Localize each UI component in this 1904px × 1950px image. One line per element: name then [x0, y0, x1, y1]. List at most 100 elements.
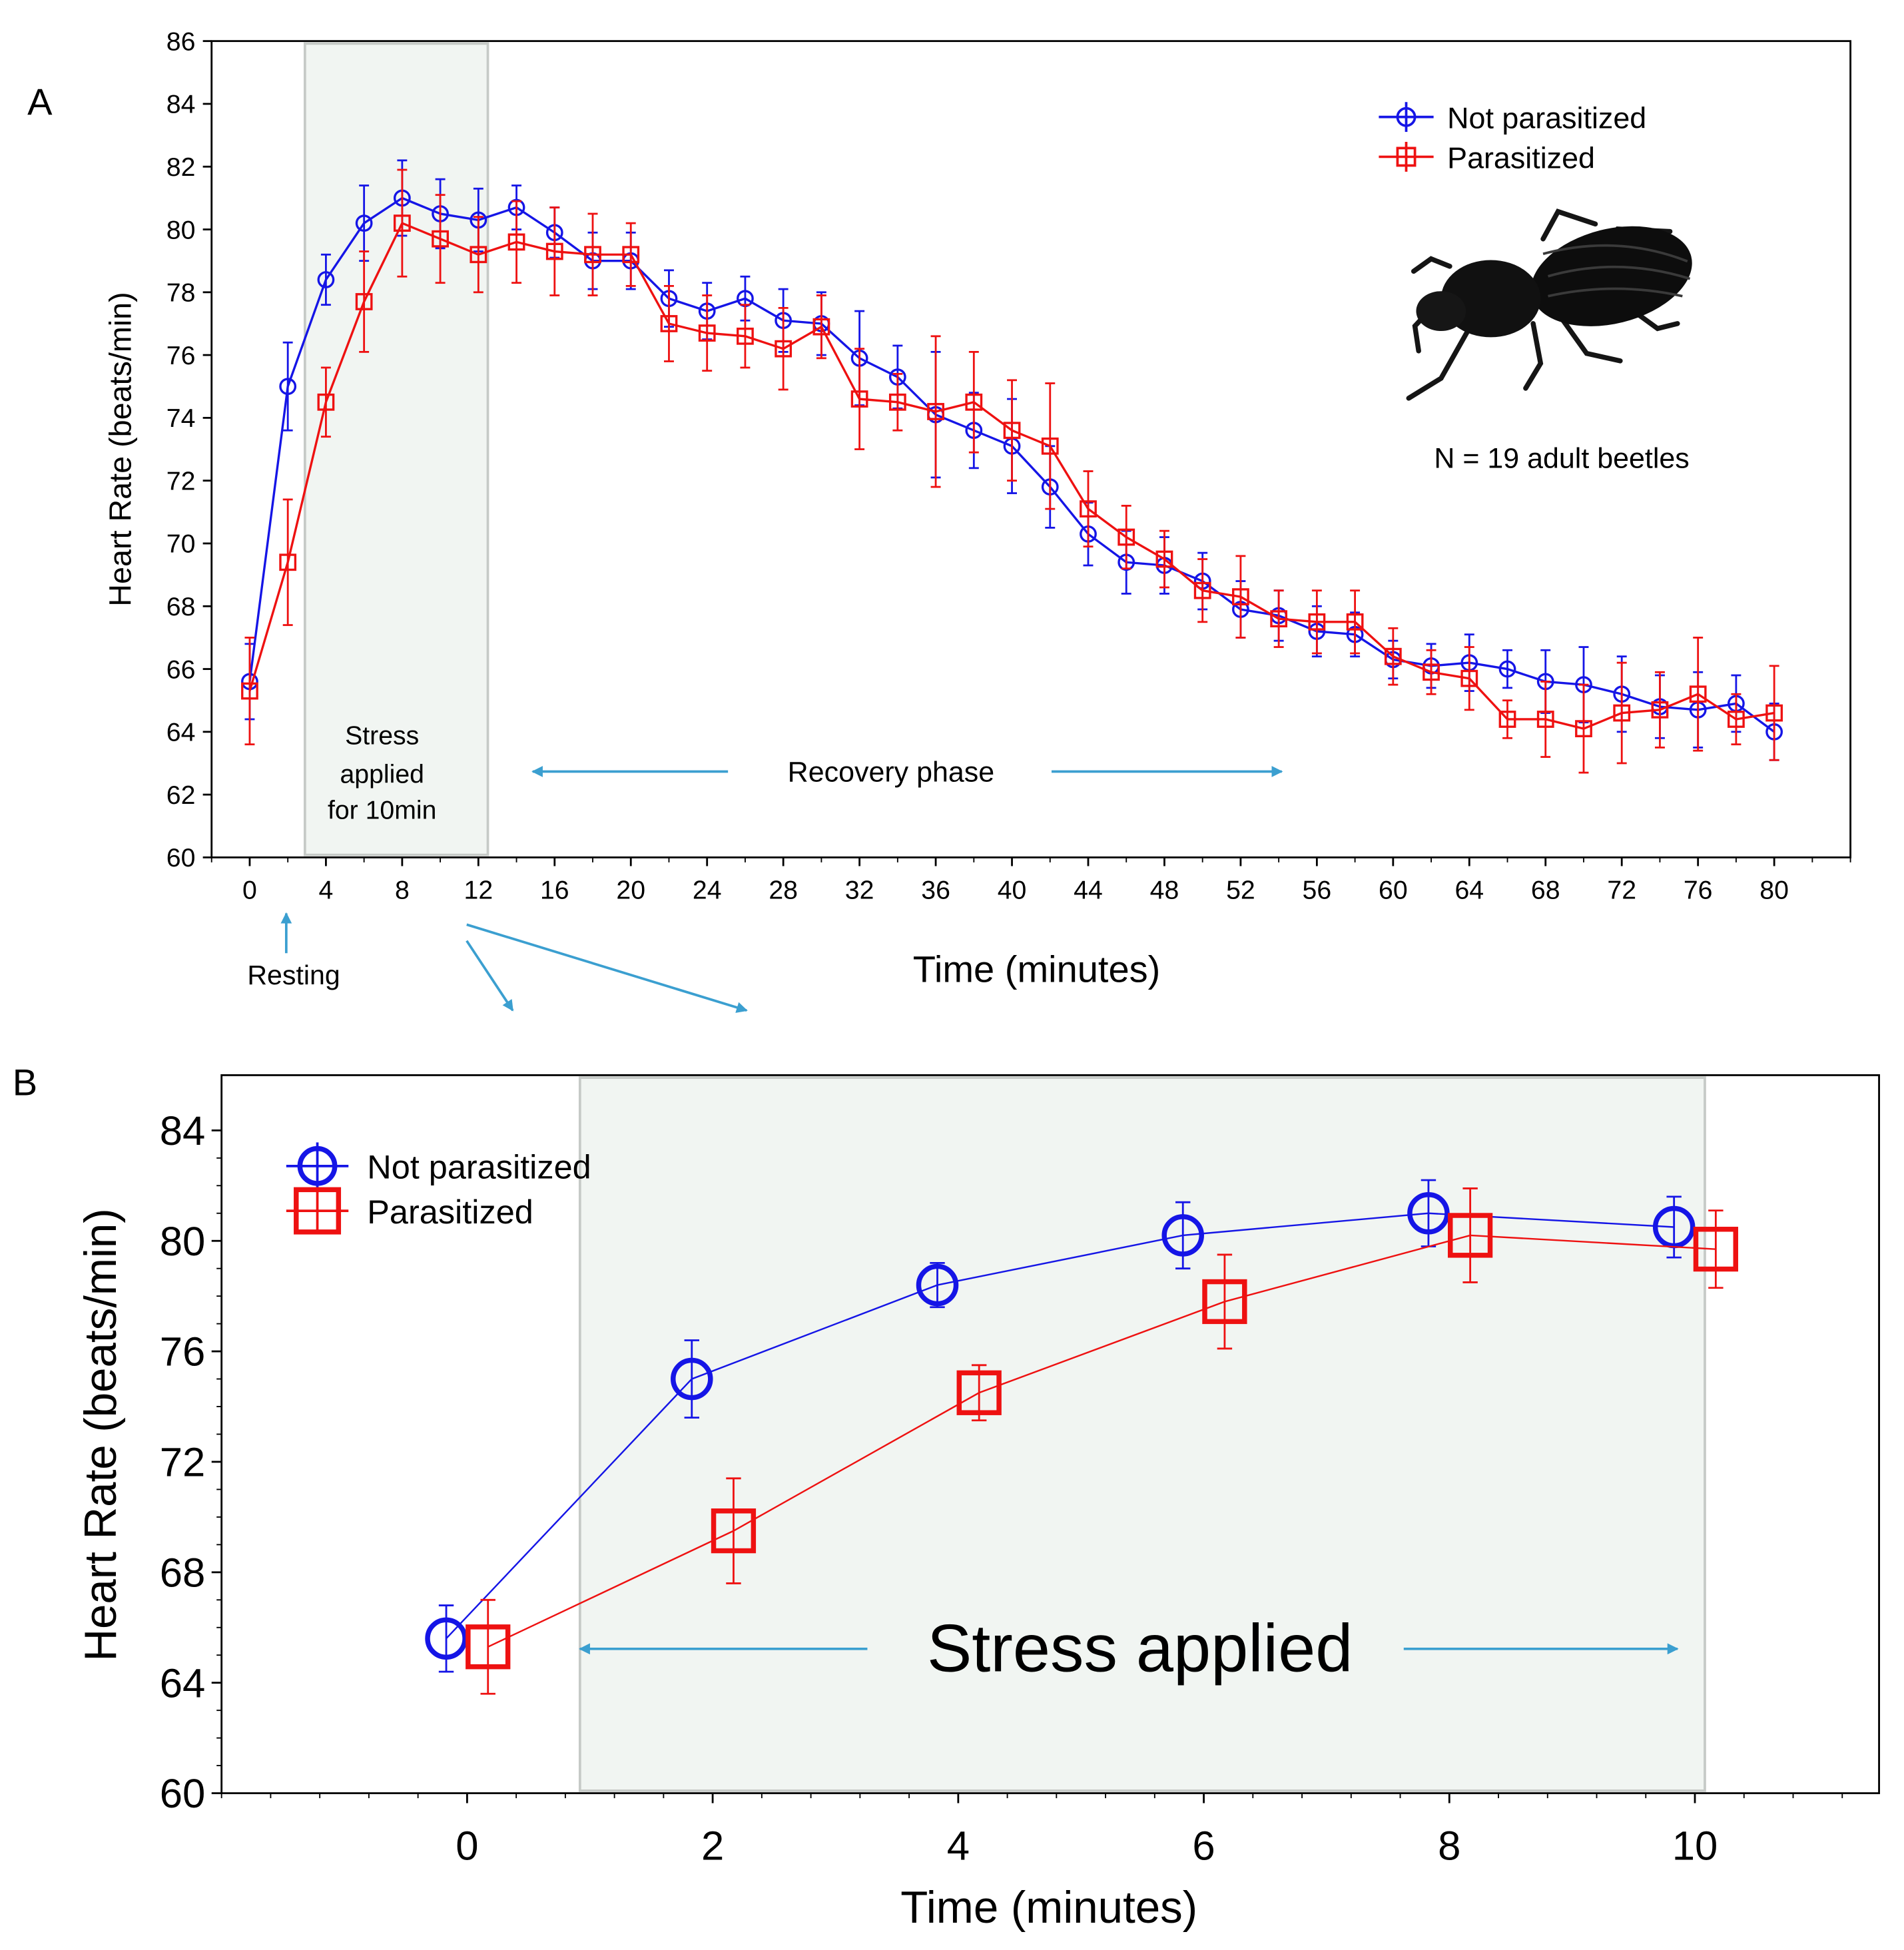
y-tick-label: 64	[160, 1660, 206, 1706]
x-tick-label: 56	[1303, 876, 1332, 905]
parasitized-point	[622, 246, 640, 264]
parasitized-point	[1117, 528, 1135, 546]
x-tick-label: 0	[242, 876, 257, 905]
panel-a-x-label: Time (minutes)	[913, 948, 1161, 990]
y-tick-label: 82	[166, 153, 196, 182]
panel-a-y-axis: 60 62 64 66 68 70 72 74 76 78 80 82 84 86	[166, 27, 212, 872]
y-tick-label: 66	[166, 655, 196, 684]
parasitized-point	[470, 246, 487, 264]
parasitized-point	[466, 1624, 511, 1670]
x-tick-label: 48	[1150, 876, 1179, 905]
beetle-illustration	[1406, 208, 1692, 401]
x-tick-label: 64	[1454, 876, 1484, 905]
parasitized-point	[660, 315, 678, 332]
panel-a-y-label: Heart Rate (beats/min)	[103, 292, 137, 606]
legend-a-square-marker	[1396, 147, 1417, 167]
parasitized-point	[1693, 1227, 1738, 1272]
parasitized-point	[584, 246, 601, 264]
panel-b-legend: Not parasitized Parasitized	[286, 1142, 591, 1235]
panel-b-stress-shade	[578, 1076, 1706, 1792]
panel-a-stress-line-1: Stress	[345, 721, 419, 750]
parasitized-point	[355, 293, 373, 310]
panel-b-x-axis: 0 2 4 6 8 10	[220, 1793, 1843, 1869]
zoom-arrow-left	[466, 940, 514, 1012]
parasitized-point	[1689, 685, 1707, 703]
not-parasitized-point	[916, 1263, 959, 1307]
y-tick-label: 74	[166, 404, 196, 433]
parasitized-point	[1202, 1279, 1247, 1325]
parasitized-point	[1536, 711, 1554, 728]
y-tick-label: 68	[166, 592, 196, 621]
parasitized-point	[965, 393, 983, 411]
not-parasitized-point	[425, 1617, 468, 1660]
y-tick-label: 76	[166, 341, 196, 370]
parasitized-point	[737, 327, 754, 345]
parasitized-point	[1384, 647, 1402, 665]
y-tick-label: 60	[160, 1771, 206, 1817]
parasitized-point	[241, 682, 258, 700]
y-tick-label: 76	[160, 1329, 206, 1375]
panel-a-legend: Not parasitized Parasitized	[1379, 101, 1646, 174]
x-tick-label: 72	[1607, 876, 1636, 905]
y-tick-label: 72	[166, 466, 196, 495]
y-tick-label: 64	[166, 718, 196, 747]
x-tick-label: 24	[693, 876, 722, 905]
parasitized-point	[1232, 588, 1249, 606]
legend-b-circle-marker	[297, 1145, 338, 1186]
legend-b-parasitized-label: Parasitized	[367, 1193, 533, 1231]
not-parasitized-point	[279, 378, 297, 396]
sample-size-label: N = 19 adult beetles	[1434, 443, 1689, 475]
panel-b-y-axis: 60 64 68 72 76 80 84	[160, 1108, 222, 1817]
panel-a-label: A	[27, 81, 53, 123]
parasitized-point	[393, 214, 411, 232]
panel-a-stress-shade	[303, 42, 489, 856]
y-tick-label: 78	[166, 278, 196, 308]
panel-a-plot-area	[241, 159, 1783, 774]
parasitized-point	[1270, 610, 1288, 628]
resting-label: Resting	[247, 960, 340, 990]
parasitized-point	[1613, 704, 1631, 722]
x-tick-label: 28	[769, 876, 798, 905]
zoom-arrow-right	[466, 923, 748, 1013]
parasitized-point	[507, 233, 525, 251]
parasitized-point	[545, 242, 563, 260]
y-tick-label: 84	[166, 90, 196, 119]
y-tick-label: 86	[166, 27, 196, 56]
parasitized-point	[1346, 613, 1364, 631]
x-tick-label: 32	[845, 876, 874, 905]
parasitized-point	[1448, 1213, 1493, 1258]
legend-b-square-marker	[294, 1187, 342, 1235]
x-tick-label: 60	[1379, 876, 1408, 905]
x-tick-label: 6	[1192, 1823, 1215, 1869]
parasitized-point	[1155, 550, 1173, 568]
x-tick-label: 20	[616, 876, 645, 905]
x-tick-label: 52	[1226, 876, 1255, 905]
x-tick-label: 4	[319, 876, 334, 905]
parasitized-point	[1498, 711, 1516, 728]
x-tick-label: 68	[1531, 876, 1560, 905]
not-parasitized-point	[1498, 660, 1516, 678]
panel-b-label: B	[13, 1061, 37, 1103]
parasitized-point	[1651, 701, 1669, 719]
parasitized-point	[812, 318, 830, 336]
parasitized-line	[487, 1234, 1716, 1648]
y-tick-label: 60	[166, 843, 196, 872]
y-tick-label: 84	[160, 1108, 206, 1154]
panel-a-x-axis: 0 4 8 12 16 20 24 28 32 36 40 44 48 52 56 60 64 68 72 76 80	[210, 857, 1851, 905]
parasitized-point	[1575, 720, 1592, 738]
parasitized-point	[1728, 711, 1745, 728]
parasitized-point	[1460, 669, 1478, 687]
y-tick-label: 72	[160, 1440, 206, 1486]
not-parasitized-point	[355, 214, 373, 232]
x-tick-label: 36	[921, 876, 950, 905]
panel-a-stress-line-2: applied	[340, 759, 424, 789]
x-tick-label: 40	[998, 876, 1027, 905]
panel-b-plot-area	[425, 1179, 1738, 1695]
parasitized-point	[317, 393, 335, 411]
parasitized-point	[888, 393, 906, 411]
x-tick-label: 2	[701, 1823, 724, 1869]
parasitized-point	[927, 403, 944, 420]
parasitized-point	[1003, 422, 1021, 440]
